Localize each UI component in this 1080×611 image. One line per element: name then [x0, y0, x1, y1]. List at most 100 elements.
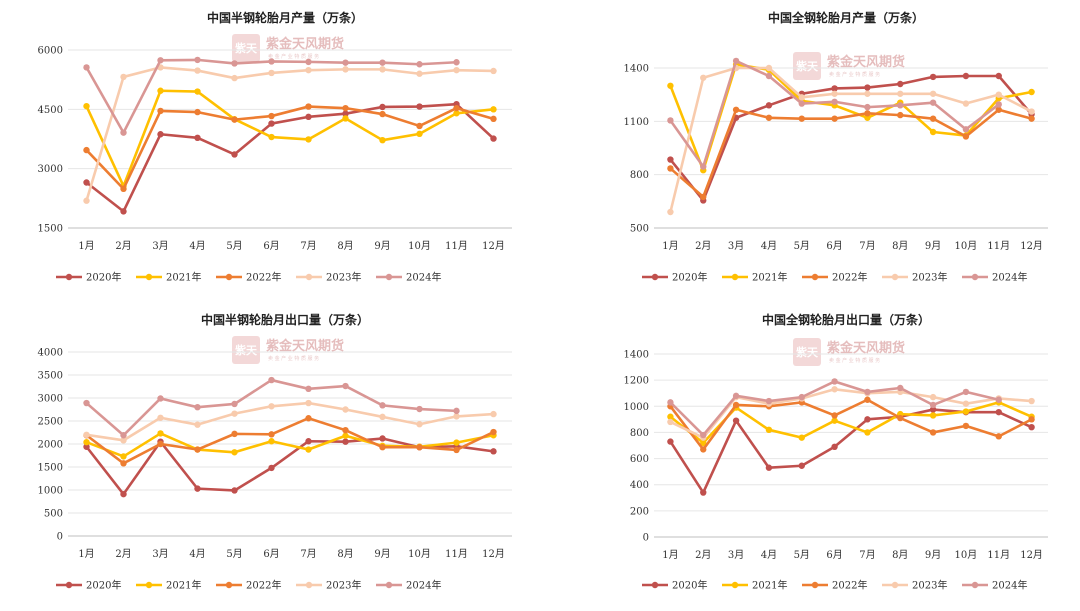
- x-tick-label: 9月: [925, 240, 941, 252]
- data-point: [667, 438, 674, 445]
- data-point: [194, 56, 201, 64]
- legend-item[interactable]: 2020年: [56, 579, 121, 592]
- legend-label: 2021年: [166, 271, 201, 284]
- x-tick-label: 3月: [152, 240, 168, 252]
- legend-marker: [811, 273, 819, 281]
- data-point: [929, 406, 937, 413]
- legend-label: 2020年: [86, 271, 121, 284]
- data-point: [700, 431, 707, 439]
- y-tick-label: 2000: [38, 440, 63, 451]
- watermark-seal: [232, 336, 260, 364]
- data-point: [864, 396, 871, 403]
- x-tick-label: 8月: [337, 240, 353, 252]
- data-point: [732, 392, 740, 400]
- legend-item[interactable]: 2020年: [642, 579, 707, 592]
- data-point: [194, 88, 201, 95]
- data-point: [897, 111, 904, 119]
- legend-marker: [65, 581, 73, 589]
- x-tick-label: 7月: [859, 549, 875, 561]
- x-tick-label: 6月: [826, 549, 842, 561]
- data-point: [995, 106, 1002, 113]
- legend-item[interactable]: 2021年: [136, 579, 201, 592]
- data-point: [929, 412, 937, 419]
- y-tick-label: 0: [57, 532, 63, 543]
- legend-marker: [971, 581, 979, 589]
- legend-item[interactable]: 2022年: [216, 579, 281, 592]
- series-line: [86, 432, 494, 458]
- watermark-seal: [232, 34, 260, 62]
- legend-item[interactable]: 2023年: [882, 271, 947, 284]
- legend-item[interactable]: 2023年: [296, 579, 361, 592]
- data-point: [268, 376, 275, 384]
- legend-item[interactable]: 2021年: [136, 271, 201, 284]
- series-line: [669, 398, 1033, 451]
- legend-item[interactable]: 2024年: [962, 271, 1027, 284]
- data-point: [379, 444, 386, 451]
- data-point: [83, 443, 90, 450]
- data-point: [83, 431, 90, 438]
- data-point: [268, 120, 275, 127]
- legend-item[interactable]: 2022年: [802, 271, 867, 284]
- legend-item[interactable]: 2024年: [376, 579, 441, 592]
- data-point: [120, 208, 127, 215]
- data-point: [305, 103, 312, 110]
- legend-marker: [971, 273, 979, 281]
- data-point: [897, 90, 904, 97]
- legend-marker: [811, 581, 819, 589]
- chart-panel-semi-steel-production: 中国半钢轮胎月产量（万条） 紫天 紫金天风期货卖 金 产 业 特 质 服 务 1500…: [0, 0, 540, 300]
- legend-item[interactable]: 2021年: [722, 271, 787, 284]
- legend-item[interactable]: 2022年: [802, 579, 867, 592]
- x-tick-label: 12月: [1020, 549, 1043, 561]
- data-point: [453, 446, 460, 454]
- data-point: [453, 59, 460, 66]
- data-point: [700, 74, 707, 81]
- data-point: [831, 378, 838, 385]
- data-point: [231, 116, 238, 123]
- data-point: [929, 90, 937, 97]
- legend-item[interactable]: 2024年: [962, 579, 1027, 592]
- y-tick-label: 1400: [624, 64, 649, 75]
- data-point: [416, 405, 423, 413]
- legend-marker: [385, 273, 393, 281]
- legend-label: 2024年: [406, 271, 441, 284]
- data-point: [83, 146, 90, 154]
- data-point: [157, 107, 164, 115]
- y-tick-label: 6000: [38, 46, 63, 57]
- data-point: [667, 82, 674, 89]
- data-point: [194, 108, 201, 116]
- y-tick-label: 1400: [624, 350, 649, 361]
- data-point: [700, 446, 707, 453]
- legend-item[interactable]: 2020年: [56, 271, 121, 284]
- data-point: [798, 393, 805, 401]
- x-tick-label: 6月: [263, 548, 279, 560]
- x-tick-label: 3月: [728, 549, 744, 561]
- legend-item[interactable]: 2023年: [882, 579, 947, 592]
- y-tick-label: 400: [630, 480, 649, 491]
- x-tick-label: 2月: [115, 548, 131, 560]
- data-point: [416, 122, 423, 130]
- legend-item[interactable]: 2024年: [376, 271, 441, 284]
- data-point: [416, 61, 423, 68]
- data-point: [342, 104, 349, 112]
- data-point: [416, 421, 423, 428]
- legend-item[interactable]: 2023年: [296, 271, 361, 284]
- legend-item[interactable]: 2021年: [722, 579, 787, 592]
- data-point: [929, 73, 937, 81]
- x-tick-label: 10月: [408, 548, 431, 560]
- legend-marker: [385, 581, 393, 589]
- data-point: [831, 412, 838, 419]
- data-point: [342, 59, 349, 66]
- data-point: [864, 429, 871, 436]
- data-point: [667, 165, 674, 172]
- chart-title: 中国全钢轮胎月出口量（万条）: [762, 312, 930, 327]
- legend-marker: [305, 581, 313, 589]
- data-point: [490, 410, 497, 418]
- legend-item[interactable]: 2020年: [642, 271, 707, 284]
- watermark-seal: [793, 338, 821, 366]
- data-point: [342, 110, 349, 117]
- data-point: [700, 489, 707, 496]
- legend-item[interactable]: 2022年: [216, 271, 281, 284]
- x-tick-label: 7月: [300, 240, 316, 252]
- data-point: [194, 67, 201, 74]
